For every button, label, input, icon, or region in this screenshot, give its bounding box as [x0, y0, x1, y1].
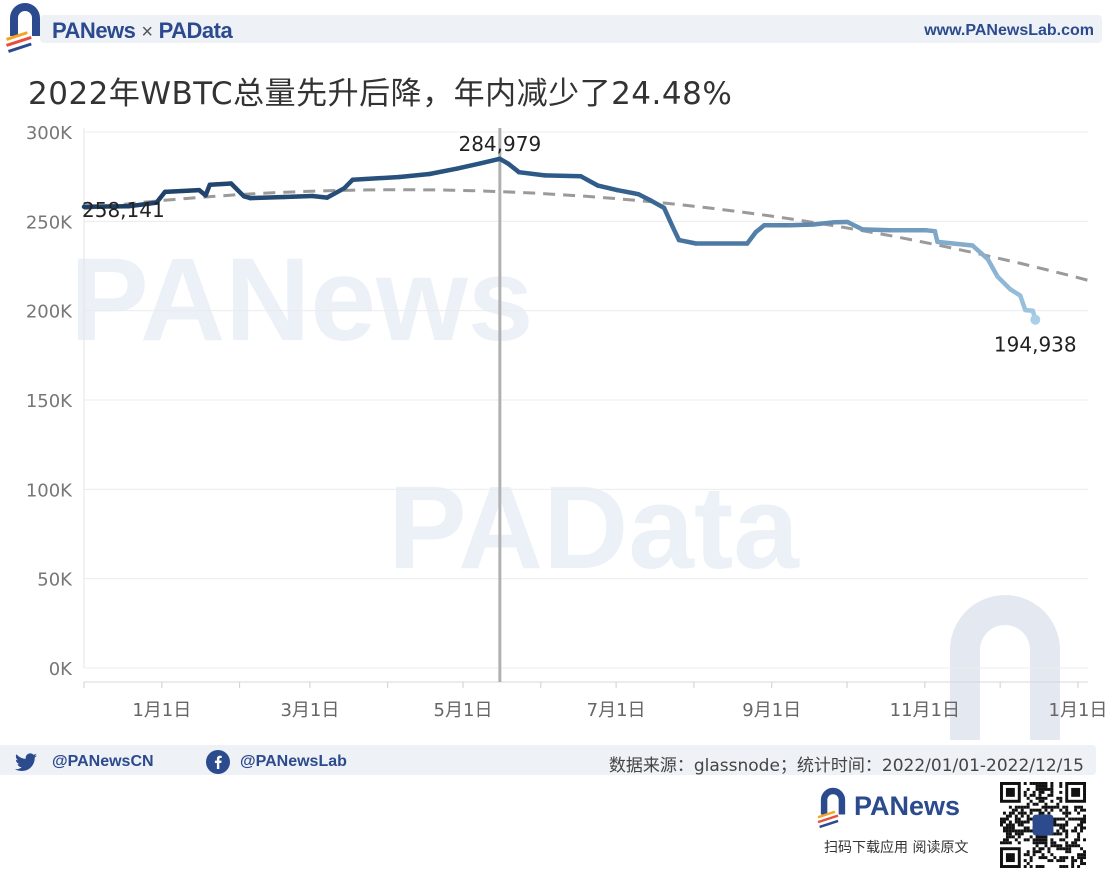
- facebook-handle[interactable]: @PANewsLab: [206, 750, 347, 774]
- y-tick-label: 100K: [26, 480, 73, 501]
- series-segment: [935, 239, 975, 248]
- wbtc-series: [81, 156, 1041, 325]
- series-segment: [811, 219, 837, 227]
- x-tick-label: 11月1日: [890, 700, 960, 721]
- series-segment: [506, 161, 522, 175]
- bottom-brand: PANews 扫码下载应用 阅读原文: [816, 785, 996, 865]
- series-segment: [970, 243, 990, 262]
- facebook-handle-text: @PANewsLab: [240, 753, 347, 770]
- y-axis: 0K 50K 100K 150K 200K 250K 300K: [26, 123, 73, 680]
- peak-value-label: 284,979: [458, 132, 541, 156]
- footer-strip: [0, 745, 1096, 775]
- watermark-logo-icon: [950, 595, 1060, 740]
- data-labels: 284,979 258,141 194,938: [82, 132, 1077, 357]
- series-segment: [578, 174, 601, 188]
- brand-separator: ×: [141, 21, 153, 43]
- y-tick-label: 0K: [49, 659, 73, 680]
- chart-grid: [83, 128, 1088, 669]
- series-segment: [248, 194, 287, 201]
- series-segment: [207, 181, 234, 187]
- twitter-handle[interactable]: @PANewsCN: [14, 750, 154, 774]
- y-tick-label: 300K: [26, 123, 73, 144]
- series-segment: [324, 186, 347, 200]
- series-segment: [636, 191, 654, 204]
- series-segment: [542, 173, 584, 179]
- series-segment: [614, 187, 641, 197]
- series-segment: [350, 174, 402, 182]
- x-tick-label: 9月1日: [742, 700, 801, 721]
- series-segment: [516, 169, 547, 178]
- series-segment: [845, 219, 865, 232]
- series-segment: [985, 256, 1000, 279]
- bottom-brand-name: PANews: [854, 791, 961, 821]
- x-tick-label: 1月1日: [1049, 700, 1108, 721]
- panews-logo-icon: [5, 3, 40, 53]
- data-source: 数据来源：glassnode；统计时间：2022/01/01-2022/12/1…: [608, 756, 1084, 776]
- facebook-icon: [206, 750, 230, 774]
- twitter-handle-text: @PANewsCN: [52, 753, 154, 770]
- bottom-brand-cta: 扫码下载应用 阅读原文: [824, 840, 969, 856]
- x-axis: 1月1日 3月1日 5月1日 7月1日 9月1日 11月1日 1月1日: [83, 681, 1108, 721]
- series-segment: [228, 181, 247, 199]
- series-segment: [81, 204, 132, 210]
- series-segment: [282, 193, 315, 200]
- chart-title: 2022年WBTC总量先升后降，年内减少了24.48%: [28, 76, 733, 112]
- series-segment: [649, 198, 667, 211]
- qr-code-icon[interactable]: [1000, 782, 1086, 868]
- series-segment: [670, 224, 682, 243]
- trend-line: [83, 188, 1089, 282]
- series-segment: [126, 200, 159, 209]
- site-url[interactable]: www.PANewsLab.com: [924, 22, 1094, 39]
- x-tick-label: 5月1日: [434, 700, 493, 721]
- series-segment: [478, 156, 503, 166]
- series-segment: [860, 227, 895, 233]
- footer-bar: @PANewsCN @PANewsLab 数据来源：glassnode；统计时间…: [0, 745, 1110, 776]
- series-segment: [154, 189, 168, 205]
- x-tick-label: 3月1日: [280, 700, 339, 721]
- y-tick-label: 50K: [37, 570, 73, 591]
- series-segment: [744, 229, 759, 246]
- series-segment: [427, 166, 460, 177]
- end-value-label: 194,938: [994, 333, 1077, 357]
- series-segment: [309, 193, 330, 200]
- x-tick-label: 7月1日: [587, 700, 646, 721]
- series-segment: [595, 183, 620, 193]
- brand-padata: PAData: [158, 18, 233, 43]
- end-point: [1030, 314, 1041, 325]
- series-segment: [454, 161, 483, 171]
- series-segment: [162, 187, 202, 195]
- twitter-icon: [15, 753, 37, 772]
- brand-panews: PANews: [52, 18, 136, 43]
- series-segment: [1017, 293, 1028, 313]
- series-segment: [661, 205, 675, 229]
- x-tick-label: 1月1日: [132, 700, 191, 721]
- series-segment: [995, 274, 1013, 292]
- series-segment: [676, 237, 699, 246]
- header-brand: PANews × PAData: [52, 18, 233, 44]
- header-strip: [40, 15, 1102, 43]
- y-tick-label: 150K: [26, 391, 73, 412]
- header-bar: PANews × PAData www.PANewsLab.com: [0, 3, 1110, 53]
- y-tick-label: 200K: [26, 302, 73, 323]
- start-value-label: 258,141: [82, 198, 165, 222]
- wbtc-supply-chart: 0K 50K 100K 150K 200K 250K 300K 1月1日 3月1日 5月1日 7月…: [26, 123, 1108, 721]
- series-segment: [787, 222, 816, 228]
- y-tick-label: 250K: [26, 212, 73, 233]
- panews-logo-icon-bottom: [817, 787, 846, 829]
- series-segment: [397, 171, 432, 180]
